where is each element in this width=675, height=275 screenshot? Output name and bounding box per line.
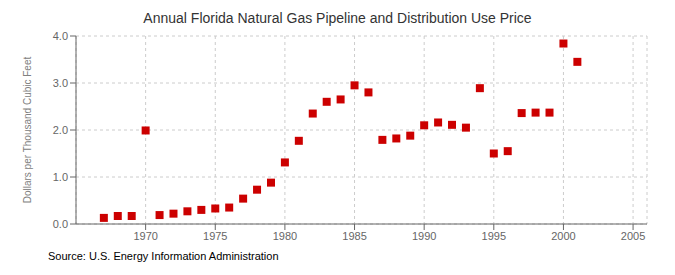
svg-text:2005: 2005 — [621, 230, 645, 242]
svg-text:2.0: 2.0 — [53, 124, 68, 136]
svg-text:3.0: 3.0 — [53, 77, 68, 89]
html-text:Annual Florida Natural Gas Pip: Annual Florida Natural Gas Pipeline and … — [143, 10, 532, 26]
svg-text:2000: 2000 — [551, 230, 575, 242]
svg-text:1995: 1995 — [482, 230, 506, 242]
svg-text:1970: 1970 — [133, 230, 157, 242]
svg-text:1985: 1985 — [342, 230, 366, 242]
svg-text:1975: 1975 — [203, 230, 227, 242]
svg-text:0.0: 0.0 — [53, 218, 68, 230]
svg-text:1980: 1980 — [273, 230, 297, 242]
svg-text:4.0: 4.0 — [53, 30, 68, 42]
svg-text:1.0: 1.0 — [53, 171, 68, 183]
svg-text:Dollars per Thousand Cubic Fee: Dollars per Thousand Cubic Feet — [22, 57, 33, 204]
html-text:Source: U.S. Energy Informatio: Source: U.S. Energy Information Administ… — [48, 250, 279, 262]
svg-text:1990: 1990 — [412, 230, 436, 242]
